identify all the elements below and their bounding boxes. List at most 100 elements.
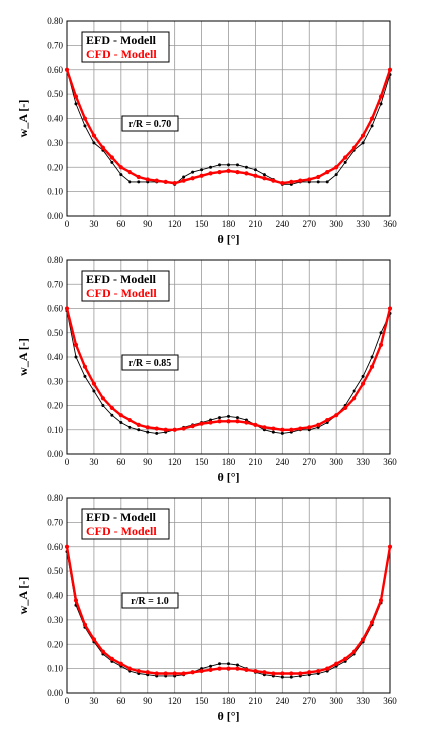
y-tick-label: 0.20	[47, 162, 63, 172]
data-point-cfd	[118, 165, 123, 170]
data-point-efd	[218, 163, 222, 167]
data-point-cfd	[369, 620, 375, 625]
data-point-efd	[74, 102, 78, 106]
data-point-cfd	[378, 598, 384, 603]
data-point-cfd	[253, 173, 258, 178]
y-tick-label: 0.40	[47, 591, 63, 601]
data-point-cfd	[226, 168, 231, 174]
data-point-cfd	[118, 661, 123, 666]
x-tick-label: 150	[195, 457, 209, 467]
legend-box	[81, 508, 170, 540]
data-point-cfd	[199, 668, 204, 674]
data-point-cfd	[271, 426, 276, 431]
x-tick-label: 30	[89, 457, 99, 467]
x-tick-label: 210	[249, 696, 263, 706]
data-point-cfd	[136, 174, 141, 180]
y-axis-title: w_A [-]	[16, 577, 30, 615]
y-tick-label: 0.10	[47, 425, 63, 435]
x-tick-label: 180	[222, 457, 236, 467]
data-point-cfd	[208, 667, 213, 672]
data-point-efd	[227, 163, 230, 167]
data-point-cfd	[289, 671, 294, 676]
plot-frame	[66, 259, 391, 455]
annotation-box	[121, 592, 179, 609]
data-point-cfd	[280, 180, 285, 186]
data-point-cfd	[244, 420, 249, 425]
data-point-cfd	[307, 177, 312, 182]
data-point-cfd	[253, 422, 258, 427]
y-tick-label: 0.30	[47, 376, 63, 386]
data-point-cfd	[352, 145, 357, 150]
data-point-cfd	[199, 173, 204, 178]
data-point-cfd	[316, 174, 321, 180]
data-point-cfd	[253, 668, 258, 674]
data-point-cfd	[217, 419, 222, 424]
data-point-cfd	[360, 637, 366, 642]
data-point-cfd	[262, 425, 267, 430]
data-point-efd	[379, 331, 383, 335]
x-tick-label: 0	[65, 696, 70, 706]
data-point-cfd	[360, 381, 366, 386]
data-point-cfd	[280, 671, 285, 676]
data-point-cfd	[235, 666, 240, 671]
data-point-cfd	[73, 94, 79, 99]
data-point-cfd	[343, 405, 348, 411]
data-point-cfd	[172, 427, 177, 432]
data-point-cfd	[91, 133, 97, 138]
data-point-cfd	[217, 666, 222, 671]
data-point-cfd	[369, 364, 375, 369]
y-tick-label: 0.80	[47, 16, 63, 26]
data-point-efd	[334, 173, 338, 177]
data-point-cfd	[369, 116, 375, 121]
data-point-cfd	[100, 649, 105, 654]
x-tick-label: 240	[276, 457, 290, 467]
x-tick-label: 300	[329, 219, 343, 229]
data-point-efd	[128, 180, 132, 184]
data-point-cfd	[298, 426, 303, 431]
data-point-efd	[110, 413, 114, 417]
y-tick-label: 0.10	[47, 187, 63, 197]
data-point-cfd	[163, 427, 168, 432]
data-point-efd	[83, 374, 87, 378]
y-tick-label: 0.70	[47, 40, 63, 50]
y-tick-label: 0.60	[47, 542, 63, 552]
legend-entry-cfd: CFD - Modell	[86, 47, 157, 61]
plot-frame	[66, 20, 391, 217]
data-point-cfd	[100, 396, 105, 401]
data-point-efd	[137, 180, 141, 184]
data-point-cfd	[289, 427, 294, 432]
data-point-cfd	[280, 427, 285, 432]
x-tick-label: 120	[168, 696, 182, 706]
x-tick-label: 270	[303, 696, 317, 706]
y-tick-label: 0.30	[47, 138, 63, 148]
x-tick-label: 60	[116, 696, 126, 706]
data-point-cfd	[235, 419, 240, 424]
x-tick-label: 90	[143, 696, 153, 706]
x-tick-label: 330	[356, 219, 370, 229]
y-tick-label: 0.60	[47, 65, 63, 75]
y-tick-label: 0.10	[47, 664, 63, 674]
data-point-efd	[182, 175, 186, 179]
data-point-cfd	[91, 637, 97, 642]
data-point-cfd	[190, 176, 195, 181]
y-tick-label: 0.70	[47, 517, 63, 527]
x-tick-label: 180	[222, 219, 236, 229]
data-point-cfd	[73, 598, 79, 603]
data-point-efd	[227, 662, 230, 666]
data-point-efd	[119, 420, 123, 424]
data-point-efd	[361, 374, 365, 378]
data-point-efd	[92, 389, 96, 393]
legend-entry-cfd: CFD - Modell	[86, 524, 157, 538]
y-tick-label: 0.70	[47, 279, 63, 289]
data-point-cfd	[82, 364, 88, 369]
data-point-efd	[370, 124, 374, 128]
chart-panel-1: 0 30 60 90 120 150 180 210 240 270 300 330 360 0.00 0.…	[16, 16, 397, 246]
data-point-cfd	[181, 178, 186, 183]
data-point-cfd	[199, 421, 204, 426]
data-point-cfd	[118, 413, 123, 418]
x-axis-title: θ [°]	[217, 709, 239, 723]
y-axis-title: w_A [-]	[16, 338, 30, 376]
data-point-efd	[316, 180, 320, 184]
x-axis-title: θ [°]	[217, 232, 239, 246]
x-tick-label: 300	[329, 457, 343, 467]
